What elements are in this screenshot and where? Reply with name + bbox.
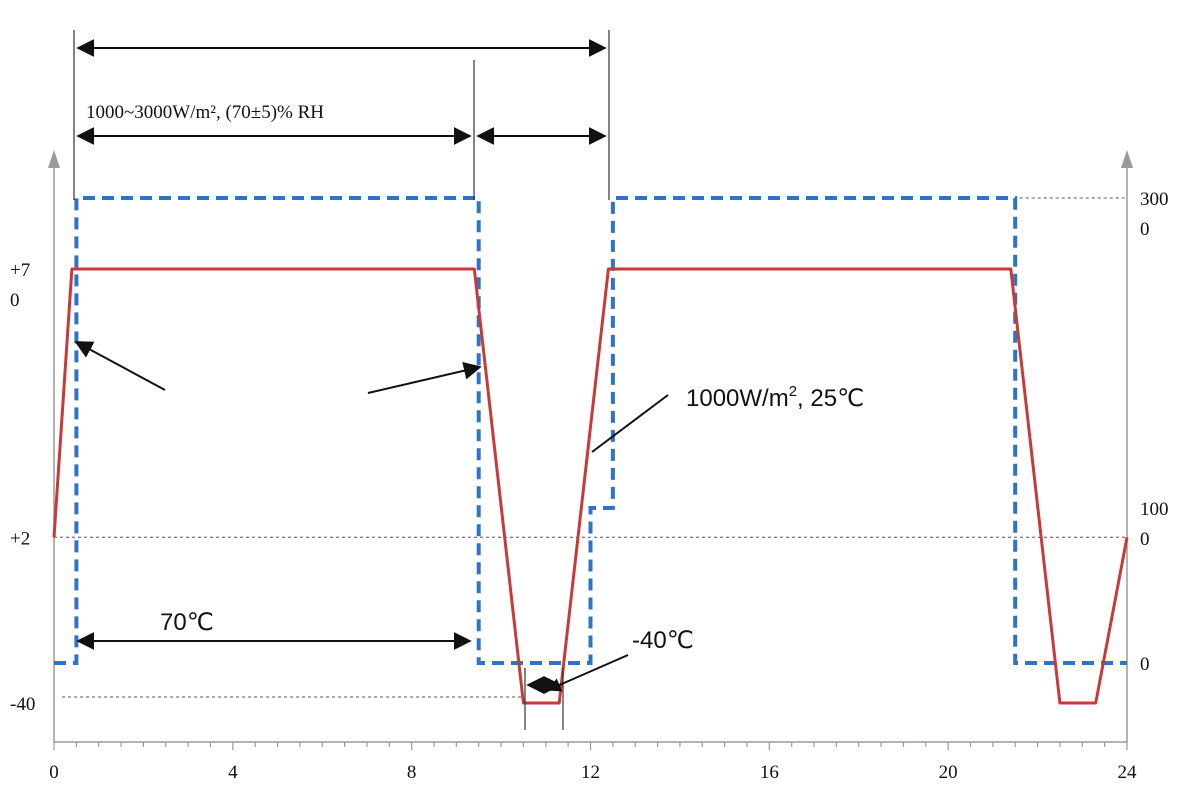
x-axis-ticks [53,742,1128,750]
top-annotation-label: 1000~3000W/m², (70±5)% RH [86,102,324,123]
left-tick-label-2: +2 [10,528,30,549]
right-tick-label-3000-line2: 0 [1140,219,1150,240]
step-label-rest: , 25℃ [797,385,864,412]
x-tick-label-8: 8 [407,762,417,783]
leader-arrow-cold [546,654,629,692]
series-irradiance-dashed [54,196,1127,665]
right-tick-label-0: 0 [1140,654,1150,675]
left-tick-label-70: +7 [10,260,30,281]
cold-dwell-label: -40℃ [632,627,694,654]
right-tick-label-1000: 100 [1140,499,1169,520]
x-tick-label-4: 4 [228,762,238,783]
series-temperature-solid [52,267,1129,705]
axes: 0 4 8 12 16 20 24 +7 0 +2 -40 300 0 100 0 0 [10,150,1169,783]
left-tick-label--40: -40 [10,694,35,715]
x-tick-label-0: 0 [49,762,59,783]
x-axis-tick-labels: 0 4 8 12 16 20 24 [49,762,1137,783]
right-y-axis-arrow-icon [1121,150,1133,168]
reference-lines [54,197,1127,698]
leader-arrow-ramp-up [74,341,166,391]
left-y-axis-arrow-icon [48,150,60,168]
right-y-tick-labels: 300 0 100 0 0 [1140,189,1169,675]
leader-line-step [591,394,669,453]
x-tick-label-12: 12 [581,762,600,783]
x-tick-label-16: 16 [760,762,779,783]
hot-dwell-label: 70℃ [160,609,214,636]
leader-arrow-ramp-down [367,361,482,394]
x-tick-label-24: 24 [1118,762,1138,783]
step-annotation-label: 1000W/m2, 25℃ [686,383,864,412]
left-tick-label-70-line2: 0 [10,290,20,311]
step-label-main: 1000W/m [686,385,789,412]
x-tick-label-20: 20 [939,762,958,783]
right-tick-label-3000: 300 [1140,189,1169,210]
left-y-tick-labels: +7 0 +2 -40 [10,260,35,715]
step-label-sup: 2 [789,383,797,400]
annotation-marks [73,30,669,730]
right-tick-label-1000-line2: 0 [1140,529,1150,550]
